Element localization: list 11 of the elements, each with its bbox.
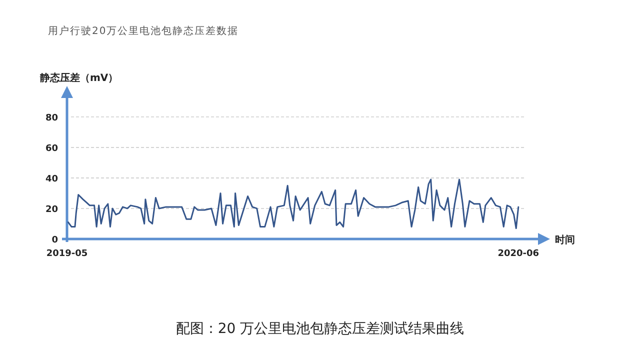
y-axis-title: 静态压差（mV） xyxy=(39,72,118,84)
chart-title: 用户行驶20万公里电池包静态压差数据 xyxy=(48,25,239,37)
x-tick-label: 2019-05 xyxy=(46,249,88,259)
y-tick-label: 20 xyxy=(45,204,58,215)
x-tick-label: 2020-06 xyxy=(498,249,540,259)
y-tick-label: 0 xyxy=(52,236,58,246)
x-axis-title: 时间 xyxy=(555,234,575,246)
y-tick-label: 40 xyxy=(45,174,58,184)
text: 配图：20 万公里电池包静态压差测试结果曲线 xyxy=(176,321,464,337)
y-tick-label: 60 xyxy=(45,144,58,154)
y-tick-label: 80 xyxy=(45,113,58,124)
